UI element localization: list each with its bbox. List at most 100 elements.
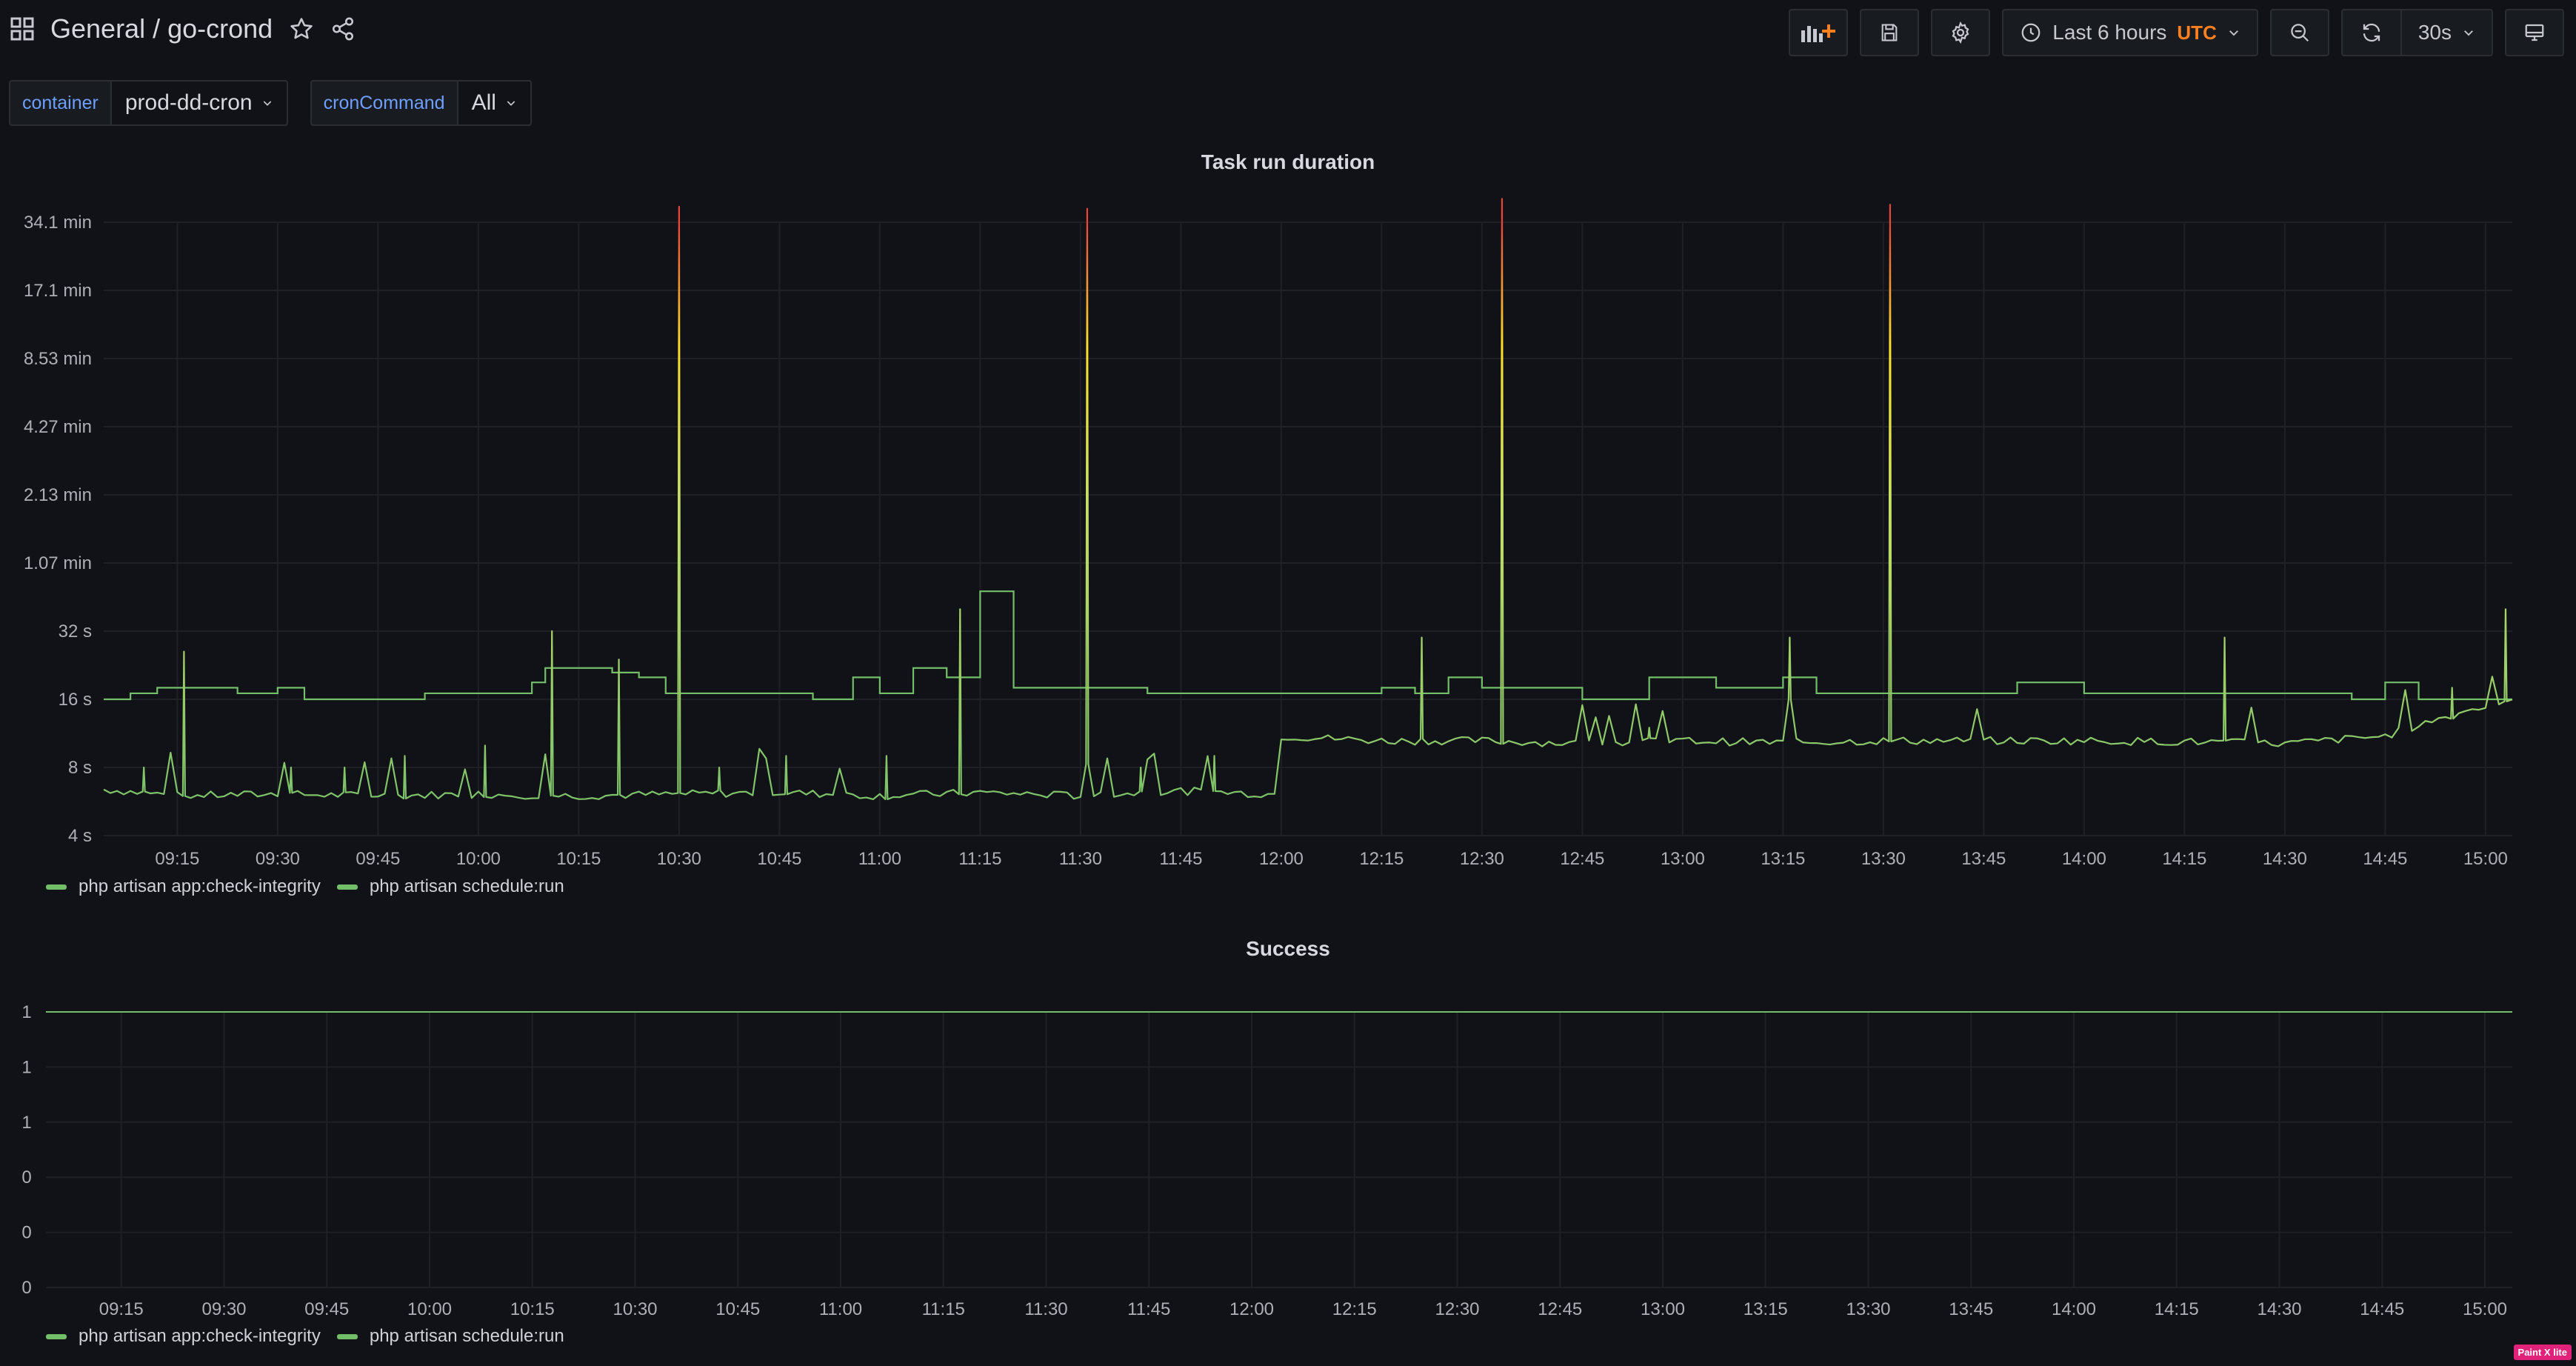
duration-grid xyxy=(104,221,2512,836)
success-x-axis: 09:15 09:30 09:45 10:00 10:15 10:30 10:45 11:00… xyxy=(99,1299,2507,1319)
x-tick-label: 09:45 xyxy=(356,849,400,869)
legend-item-schedule-run[interactable]: php artisan schedule:run xyxy=(336,1326,564,1347)
x-tick-label: 14:45 xyxy=(2360,1299,2404,1319)
y-tick-label: 2.13 min xyxy=(24,485,92,505)
share-icon[interactable] xyxy=(330,16,356,41)
x-tick-label: 14:00 xyxy=(2052,1299,2096,1319)
clock-icon xyxy=(2020,21,2042,44)
legend-item-schedule-run[interactable]: php artisan schedule:run xyxy=(336,876,564,897)
y-tick-label: 1 xyxy=(21,1113,31,1133)
success-y-axis: 1 1 1 0 0 0 xyxy=(21,1002,31,1298)
kiosk-mode-button[interactable] xyxy=(2505,9,2564,56)
duration-legend: php artisan app:check-integrity php arti… xyxy=(46,876,564,897)
y-tick-label: 1 xyxy=(21,1057,31,1077)
x-tick-label: 15:00 xyxy=(2463,1299,2507,1319)
variable-select-container[interactable]: prod-dd-cron xyxy=(111,80,288,126)
panel-title-duration[interactable]: Task run duration xyxy=(1201,150,1375,173)
series-line-check-integrity[interactable] xyxy=(104,590,2512,701)
legend-item-check-integrity[interactable]: php artisan app:check-integrity xyxy=(46,876,321,897)
chevron-down-icon xyxy=(2227,26,2240,39)
monitor-icon xyxy=(2523,21,2546,44)
add-panel-button[interactable] xyxy=(1789,9,1849,56)
x-tick-label: 09:30 xyxy=(201,1299,246,1319)
folder-name[interactable]: General xyxy=(50,13,146,44)
time-range-picker[interactable]: Last 6 hours UTC xyxy=(2002,9,2258,56)
refresh-icon xyxy=(2360,21,2383,44)
x-tick-label: 13:30 xyxy=(1846,1299,1890,1319)
duration-y-axis: 4 s 8 s 16 s 32 s 1.07 min 2.13 min 4.27 min 8.… xyxy=(24,213,92,846)
template-variables: container prod-dd-cron cronCommand All xyxy=(9,80,554,126)
x-tick-label: 11:45 xyxy=(1127,1299,1170,1319)
x-tick-label: 14:30 xyxy=(2257,1299,2301,1319)
x-tick-label: 15:00 xyxy=(2463,849,2508,869)
variable-label-container: container xyxy=(9,80,112,126)
legend-label: php artisan app:check-integrity xyxy=(79,1326,321,1346)
x-tick-label: 14:15 xyxy=(2162,849,2206,869)
legend-item-check-integrity[interactable]: php artisan app:check-integrity xyxy=(46,1326,321,1347)
chevron-down-icon xyxy=(505,97,517,109)
breadcrumb-title[interactable]: General / go-crond xyxy=(50,13,273,44)
variable-value-container: prod-dd-cron xyxy=(124,90,253,115)
x-tick-label: 13:15 xyxy=(1744,1299,1788,1319)
star-icon[interactable] xyxy=(289,16,314,41)
legend-swatch xyxy=(46,1333,67,1339)
x-tick-label: 09:15 xyxy=(99,1299,144,1319)
y-tick-label: 34.1 min xyxy=(24,213,92,233)
refresh-button[interactable] xyxy=(2340,9,2400,56)
zoom-out-icon xyxy=(2289,21,2311,44)
y-tick-label: 4 s xyxy=(68,826,92,846)
x-tick-label: 13:00 xyxy=(1661,849,1705,869)
breadcrumb: General / go-crond xyxy=(10,13,356,44)
x-tick-label: 14:30 xyxy=(2263,849,2307,869)
chevron-down-icon xyxy=(2462,26,2475,39)
x-tick-label: 14:45 xyxy=(2363,849,2407,869)
time-range-label: Last 6 hours xyxy=(2052,21,2167,44)
x-tick-label: 13:30 xyxy=(1861,849,1906,869)
series-line-schedule-run[interactable] xyxy=(103,198,2513,801)
x-tick-label: 14:00 xyxy=(2062,849,2106,869)
x-tick-label: 10:45 xyxy=(715,1299,760,1319)
dashboard-name[interactable]: / go-crond xyxy=(153,13,273,44)
x-tick-label: 09:45 xyxy=(304,1299,349,1319)
legend-swatch xyxy=(336,1333,358,1339)
y-tick-label: 1.07 min xyxy=(24,553,92,573)
x-tick-label: 11:45 xyxy=(1159,849,1202,869)
duration-series[interactable] xyxy=(103,198,2513,801)
chevron-down-icon xyxy=(261,97,273,109)
y-tick-label: 8.53 min xyxy=(24,349,92,369)
x-tick-label: 12:15 xyxy=(1359,849,1404,869)
x-tick-label: 13:00 xyxy=(1641,1299,1685,1319)
refresh-interval-picker[interactable]: 30s xyxy=(2400,9,2493,56)
timezone-label: UTC xyxy=(2177,21,2217,44)
x-tick-label: 11:30 xyxy=(1059,849,1102,869)
variable-value-croncommand: All xyxy=(471,90,496,115)
legend-label: php artisan app:check-integrity xyxy=(79,876,321,896)
x-tick-label: 10:30 xyxy=(613,1299,657,1319)
legend-label: php artisan schedule:run xyxy=(369,876,564,896)
x-tick-label: 12:45 xyxy=(1538,1299,1582,1319)
save-dashboard-button[interactable] xyxy=(1860,9,1920,56)
watermark-badge: Paint X lite xyxy=(2513,1345,2572,1360)
x-tick-label: 12:30 xyxy=(1435,1299,1479,1319)
y-tick-label: 16 s xyxy=(59,690,92,710)
y-tick-label: 4.27 min xyxy=(24,417,92,437)
y-tick-label: 17.1 min xyxy=(24,281,92,301)
legend-swatch xyxy=(336,884,358,890)
x-tick-label: 13:15 xyxy=(1761,849,1805,869)
duration-x-axis: 09:15 09:30 09:45 10:00 10:15 10:30 10:45 11:00… xyxy=(155,849,2508,869)
dashboard-settings-button[interactable] xyxy=(1931,9,1991,56)
x-tick-label: 13:45 xyxy=(1961,849,2006,869)
zoom-out-button[interactable] xyxy=(2269,9,2329,56)
y-tick-label: 0 xyxy=(21,1167,31,1187)
refresh-control: 30s xyxy=(2340,9,2493,56)
x-tick-label: 09:30 xyxy=(256,849,300,869)
y-tick-label: 0 xyxy=(21,1278,31,1298)
x-tick-label: 10:45 xyxy=(757,849,801,869)
y-tick-label: 32 s xyxy=(59,622,92,642)
x-tick-label: 12:15 xyxy=(1332,1299,1377,1319)
dashboard-header: General / go-crond xyxy=(0,0,2576,64)
apps-grid-icon[interactable] xyxy=(10,17,34,41)
panel-title-success[interactable]: Success xyxy=(1246,937,1330,960)
variable-select-croncommand[interactable]: All xyxy=(458,80,532,126)
